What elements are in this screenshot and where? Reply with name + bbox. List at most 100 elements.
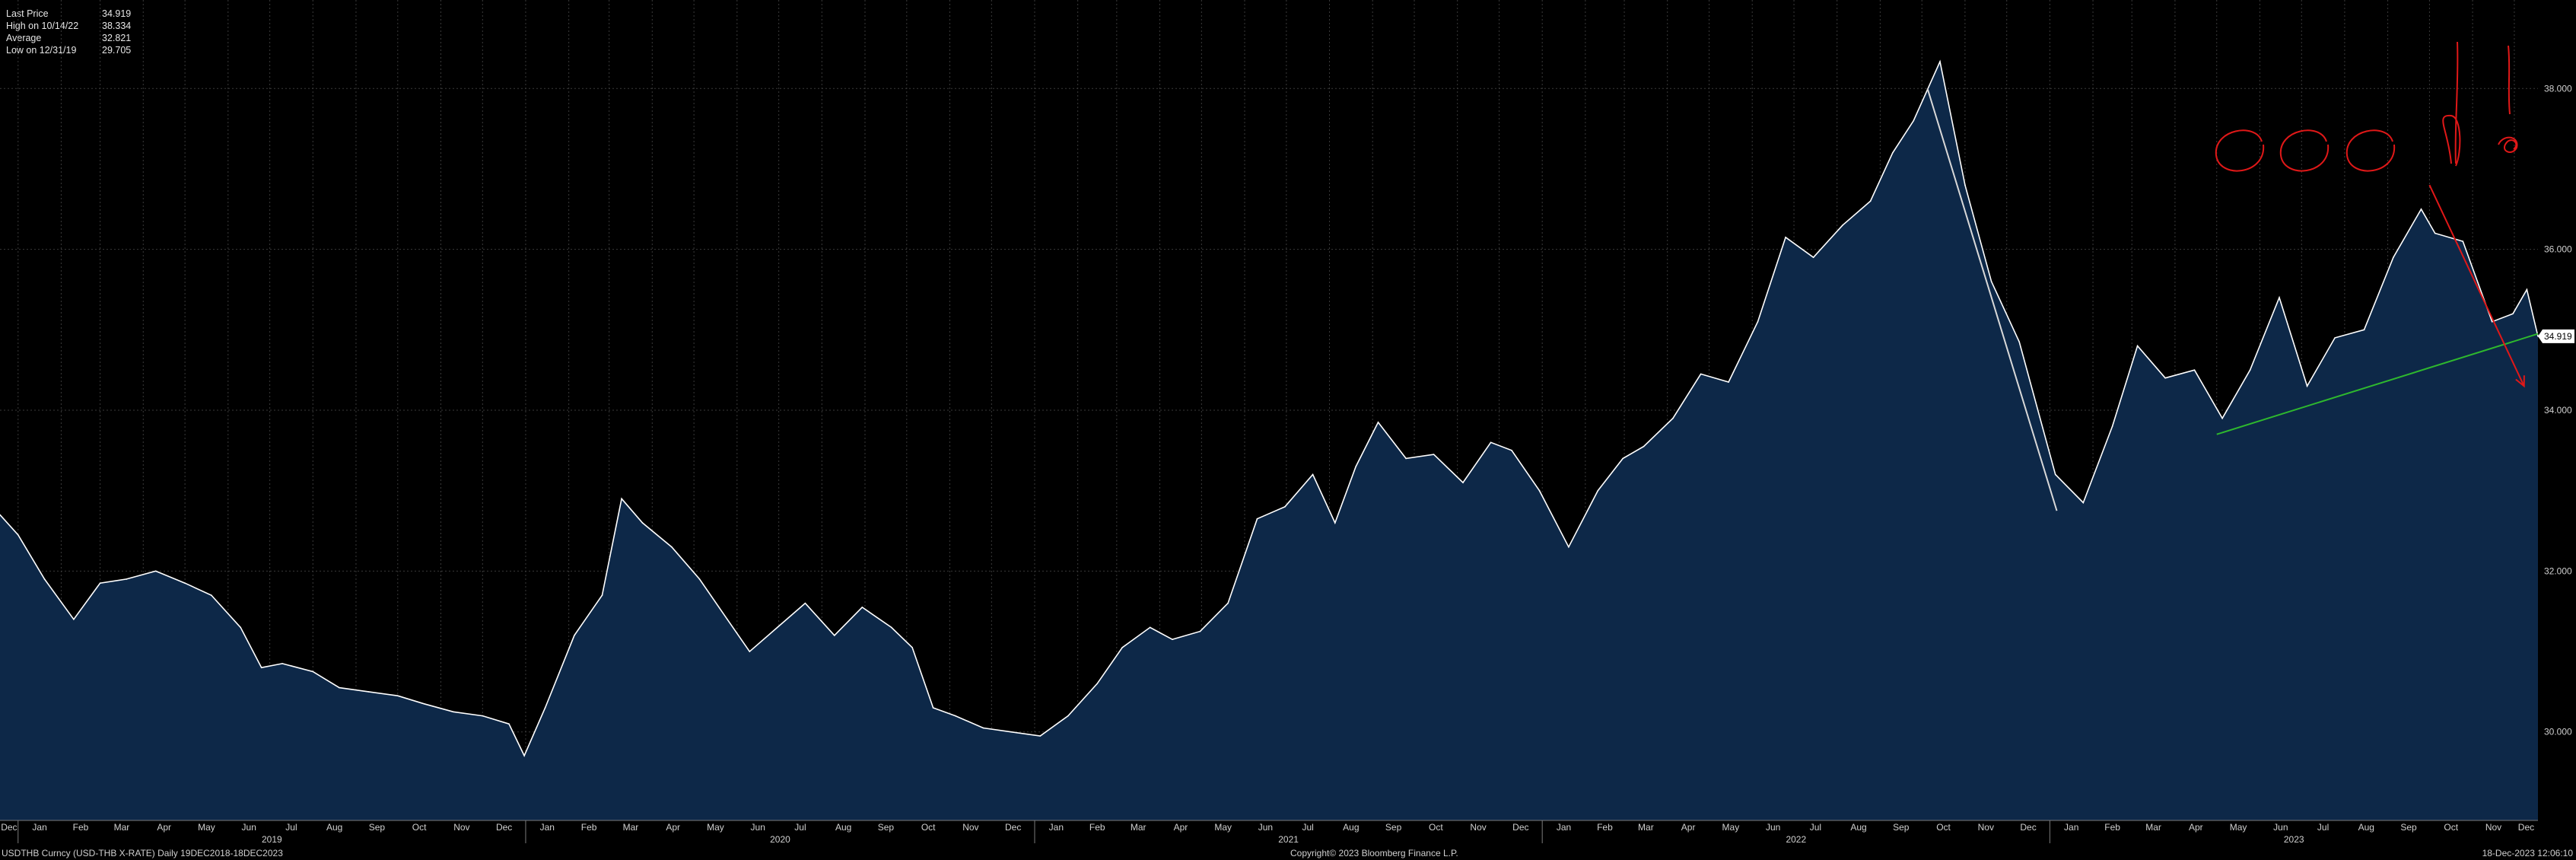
price-point — [749, 651, 751, 652]
price-point — [453, 711, 454, 713]
footer-copyright: Copyright© 2023 Bloomberg Finance L.P. — [1290, 848, 1458, 858]
price-point — [1405, 457, 1407, 460]
x-tick-month-label: Sep — [369, 822, 386, 833]
x-tick-month-label: Jan — [540, 822, 555, 833]
legend-row-average: Average 32.821 — [6, 32, 138, 44]
x-tick-month-label: Mar — [1638, 822, 1654, 833]
x-tick-month-label: Feb — [73, 822, 89, 833]
price-point — [2434, 232, 2436, 234]
price-point — [1700, 373, 1702, 375]
price-point — [43, 578, 46, 580]
x-tick-month-label: Jun — [2273, 822, 2288, 833]
price-point — [396, 695, 399, 696]
price-point — [1842, 225, 1843, 226]
x-tick-month-label: Mar — [114, 822, 130, 833]
price-point — [2136, 345, 2139, 347]
price-point — [1149, 626, 1151, 629]
x-tick-month-label: Dec — [1, 822, 17, 833]
x-tick-month-label: Jun — [1258, 822, 1273, 833]
price-point — [954, 715, 956, 717]
price-point — [367, 691, 370, 693]
red-ink-mark — [2442, 41, 2461, 167]
price-point — [1039, 735, 1042, 737]
x-tick-month-label: May — [2230, 822, 2247, 833]
x-tick-month-label: Sep — [1385, 822, 1402, 833]
red-ink-mark — [2498, 136, 2518, 153]
price-point — [1172, 639, 1173, 641]
chart-legend: Last Price 34.919 High on 10/14/22 38.33… — [6, 8, 138, 56]
y-tick-label: 36.000 — [2544, 244, 2572, 255]
price-point — [126, 578, 128, 580]
price-point — [833, 635, 835, 636]
price-point — [574, 635, 575, 636]
x-tick-month-label: Aug — [1343, 822, 1359, 833]
price-point — [1334, 522, 1336, 524]
price-point — [211, 594, 212, 596]
x-tick-month-label: Feb — [581, 822, 597, 833]
x-tick-month-label: Apr — [1174, 822, 1188, 833]
price-point — [2111, 425, 2113, 427]
x-tick-year-label: 2022 — [1786, 834, 1806, 845]
trend-line — [1926, 88, 2058, 511]
red-ink-circle — [2215, 129, 2265, 172]
price-point — [1355, 466, 1357, 467]
price-point — [423, 702, 425, 705]
price-point — [2193, 369, 2196, 371]
x-tick-month-label: Jan — [32, 822, 46, 833]
price-point — [508, 723, 510, 725]
price-point — [2054, 473, 2056, 476]
legend-label: Low on 12/31/19 — [6, 45, 77, 56]
red-ink-circle — [2279, 129, 2330, 172]
legend-value: 32.821 — [102, 33, 132, 43]
price-point — [1757, 320, 1759, 323]
price-point — [1312, 473, 1314, 476]
x-tick-month-label: Feb — [1089, 822, 1105, 833]
price-point — [523, 755, 525, 756]
price-point — [698, 578, 701, 580]
x-tick-month-label: Jan — [2064, 822, 2078, 833]
x-tick-month-label: Oct — [2444, 822, 2458, 833]
footer-security-info: USDTHB Curncy (USD-THB X-RATE) Daily 19D… — [2, 848, 283, 858]
price-point — [1199, 630, 1201, 632]
x-tick-month-label: Oct — [921, 822, 936, 833]
x-tick-month-label: May — [707, 822, 724, 833]
x-tick-month-label: Oct — [1936, 822, 1951, 833]
x-tick-month-label: Aug — [835, 822, 851, 833]
x-tick-month-label: Jun — [1766, 822, 1780, 833]
footer-timestamp: 18-Dec-2023 12:06:10 — [2482, 848, 2573, 858]
price-point — [339, 686, 340, 689]
x-tick-year-label: 2020 — [770, 834, 790, 845]
price-point — [1939, 61, 1941, 62]
price-point — [804, 602, 806, 604]
price-point — [2306, 385, 2308, 387]
price-point — [1597, 489, 1599, 492]
price-point — [2363, 329, 2365, 331]
price-point — [2420, 208, 2422, 210]
price-point — [727, 618, 728, 620]
price-point — [1538, 489, 1541, 492]
legend-value: 29.705 — [102, 45, 132, 56]
x-tick-month-label: Dec — [496, 822, 512, 833]
price-point — [184, 582, 186, 584]
x-tick-month-label: Mar — [623, 822, 639, 833]
x-tick-month-label: Sep — [878, 822, 895, 833]
price-point — [1256, 518, 1258, 520]
price-point — [1227, 602, 1229, 604]
last-price-tag — [2538, 329, 2574, 343]
price-point — [1462, 482, 1464, 483]
legend-label: Last Price — [6, 8, 49, 19]
x-tick-month-label: Jul — [2317, 822, 2329, 833]
x-tick-month-label: Sep — [2400, 822, 2417, 833]
x-tick-month-label: Oct — [1429, 822, 1443, 833]
x-tick-month-label: Nov — [453, 822, 469, 833]
price-point — [281, 663, 283, 664]
price-point — [1643, 445, 1645, 448]
price-point — [621, 498, 622, 500]
price-point — [482, 715, 484, 717]
price-point — [1096, 683, 1099, 685]
x-tick-month-label: Sep — [1893, 822, 1910, 833]
price-point — [890, 626, 892, 629]
x-tick-month-label: Nov — [962, 822, 978, 833]
price-point — [1377, 422, 1379, 423]
